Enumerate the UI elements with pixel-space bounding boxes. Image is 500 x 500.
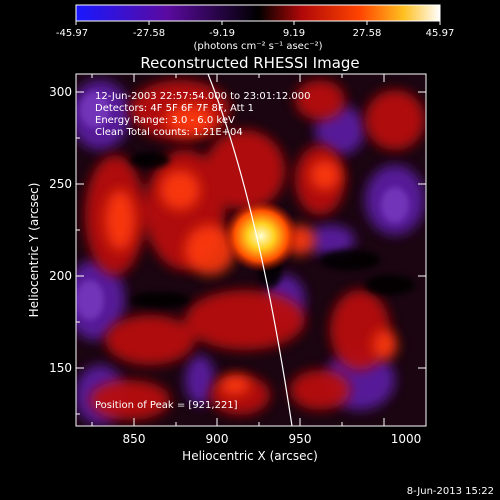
x-axis-label: Heliocentric X (arcsec)	[182, 449, 318, 463]
colorbar-tick: -27.58	[133, 28, 165, 39]
peak-position: Position of Peak = [921,221]	[95, 400, 238, 411]
colorbar-tick: -45.97	[56, 28, 88, 39]
y-tick-label: 250	[49, 177, 72, 191]
y-tick-label: 150	[49, 361, 72, 375]
rhessi-image: 12-Jun-2003 22:57:54.000 to 23:01:12.000…	[76, 74, 426, 426]
info-energy: Energy Range: 3.0 - 6.0 keV	[95, 115, 235, 126]
x-tick-label: 850	[123, 432, 146, 446]
info-time-range: 12-Jun-2003 22:57:54.000 to 23:01:12.000	[95, 91, 311, 102]
y-ticks	[76, 91, 426, 415]
x-tick-label: 1000	[391, 432, 422, 446]
info-counts: Clean Total counts: 1.21E+04	[95, 127, 243, 138]
colorbar-tick: -9.19	[209, 28, 235, 39]
timestamp: 8-Jun-2013 15:22	[407, 486, 494, 497]
y-tick-label: 300	[49, 85, 72, 99]
plot-title: Reconstructed RHESSI Image	[140, 54, 359, 72]
x-tick-label: 900	[206, 432, 229, 446]
colorbar-gradient	[75, 4, 441, 22]
x-tick-label: 950	[289, 432, 312, 446]
x-ticks	[91, 74, 385, 426]
plot-frame	[75, 73, 427, 427]
solar-limb	[207, 74, 293, 426]
info-detectors: Detectors: 4F 5F 6F 7F 8F, Att 1	[95, 103, 254, 114]
colorbar-tick: 27.58	[353, 28, 382, 39]
y-axis-label: Heliocentric Y (arcsec)	[27, 183, 41, 318]
peak-source	[223, 200, 299, 272]
y-tick-label: 200	[49, 269, 72, 283]
colorbar-tick: 9.19	[283, 28, 305, 39]
colorbar-units: (photons cm⁻² s⁻¹ asec⁻²)	[193, 41, 322, 52]
colorbar-tick: 45.97	[426, 28, 455, 39]
colorbar: -45.97 -27.58 -9.19 9.19 27.58 45.97 (ph…	[56, 4, 455, 52]
